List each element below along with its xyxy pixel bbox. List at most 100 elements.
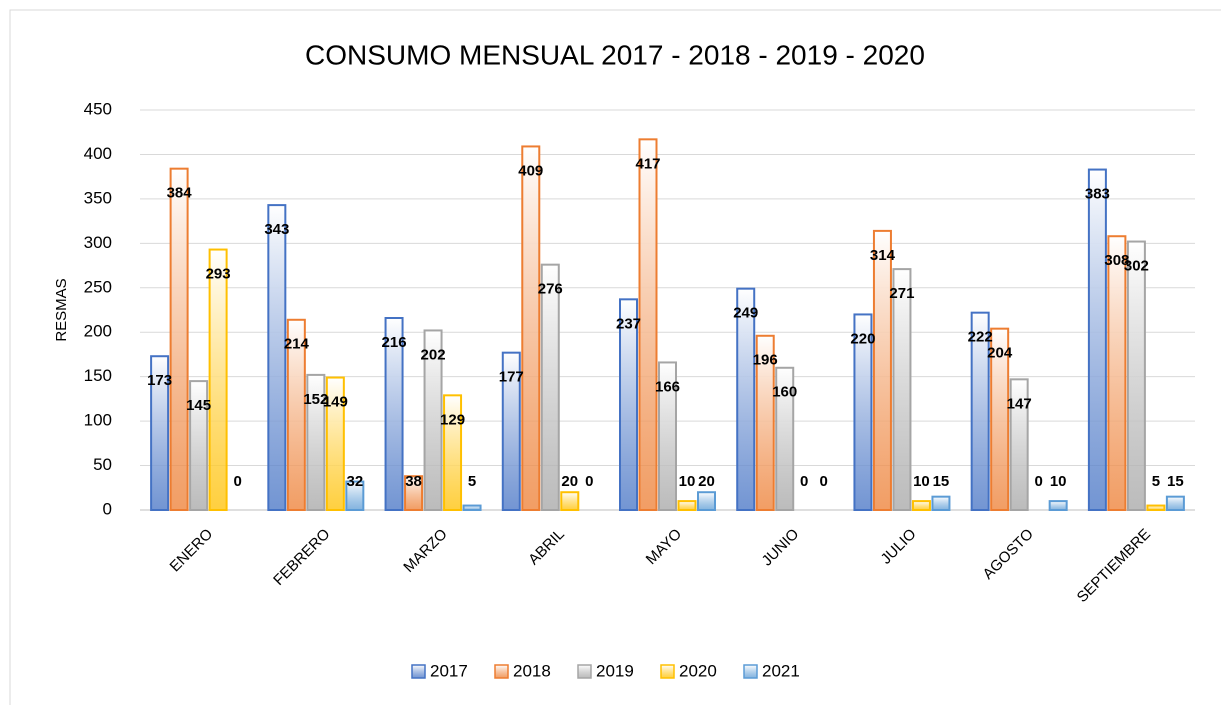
bar [423,329,443,512]
bar [1126,240,1146,512]
bar [540,263,560,511]
data-label: 152 [303,391,328,408]
bar [189,380,209,511]
y-tick-label: 200 [84,322,112,341]
legend-label: 2018 [513,661,551,680]
bar [560,491,580,512]
data-label: 293 [206,266,231,283]
data-label: 129 [440,411,465,428]
data-label: 160 [772,384,797,401]
data-label: 20 [698,473,715,490]
bar [911,500,931,512]
data-label: 308 [1104,252,1129,269]
data-label: 202 [421,346,446,363]
data-label: 145 [186,397,211,414]
data-label: 383 [1085,186,1110,203]
chart-frame [9,9,1221,710]
bar [267,204,287,511]
bar [1009,378,1029,512]
y-tick-label: 400 [84,144,112,163]
y-tick-label: 100 [84,411,112,430]
legend-label: 2020 [679,661,717,680]
data-label: 384 [167,185,193,202]
data-label: 276 [538,281,563,298]
data-label: 0 [820,473,828,490]
bar [1165,495,1185,511]
data-label: 20 [561,473,578,490]
legend-swatch [577,664,592,679]
data-label: 10 [1050,473,1067,490]
bar [286,318,306,511]
data-label: 32 [346,473,363,490]
bar [325,376,345,511]
bar [1087,168,1107,512]
data-label: 343 [264,221,289,238]
bar [404,475,424,512]
y-tick-label: 300 [84,233,112,252]
data-label: 204 [987,345,1013,362]
data-label: 38 [405,473,422,490]
legend-swatch [660,664,675,679]
bar [872,229,892,511]
data-label: 149 [323,394,348,411]
y-tick-label: 250 [84,277,112,296]
bar [521,145,541,511]
bar [755,334,775,511]
data-label: 196 [753,352,778,369]
bar [736,287,756,511]
bar [853,313,873,512]
data-label: 5 [468,473,476,490]
bar [990,327,1010,511]
bar [1107,235,1127,511]
bar [638,138,658,511]
bar [169,167,189,512]
data-label: 166 [655,378,680,395]
bar [970,311,990,511]
legend-swatch [411,664,426,679]
data-label: 15 [1167,473,1184,490]
bar [775,366,795,511]
data-label: 0 [585,473,593,490]
bar [677,500,697,512]
data-label: 220 [850,330,875,347]
data-label: 173 [147,372,172,389]
legend-label: 2019 [596,661,634,680]
data-label: 10 [679,473,696,490]
bar [619,298,638,512]
chart-title: CONSUMO MENSUAL 2017 - 2018 - 2019 - 202… [305,39,925,70]
legend-swatch [494,664,509,679]
bar [1146,504,1166,511]
bar [931,495,951,511]
data-label: 10 [913,473,930,490]
y-tick-label: 350 [84,188,112,207]
data-label: 177 [499,369,524,386]
data-label: 0 [233,473,241,490]
data-label: 216 [382,334,407,351]
data-label: 0 [800,473,808,490]
bar [892,268,912,511]
data-label: 147 [1007,395,1032,412]
data-label: 417 [635,155,660,172]
data-label: 409 [518,162,543,179]
data-label: 0 [1034,473,1042,490]
legend-label: 2021 [762,661,800,680]
bar [208,248,228,512]
bar [658,361,677,512]
legend-swatch [743,664,758,679]
bar [462,504,482,511]
bar [306,373,326,511]
bar [384,317,404,511]
bar [150,355,170,511]
data-label: 302 [1124,258,1149,275]
legend-label: 2017 [430,661,468,680]
bar [697,491,716,512]
data-label: 222 [968,329,993,346]
data-label: 249 [733,305,758,322]
bar [345,480,365,511]
bar [501,351,521,511]
data-label: 314 [870,247,896,264]
data-label: 214 [284,336,310,353]
bar [1048,500,1068,512]
data-label: 15 [933,473,950,490]
